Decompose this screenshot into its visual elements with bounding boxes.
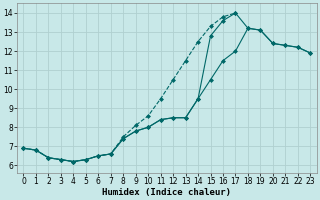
X-axis label: Humidex (Indice chaleur): Humidex (Indice chaleur) [102,188,231,197]
